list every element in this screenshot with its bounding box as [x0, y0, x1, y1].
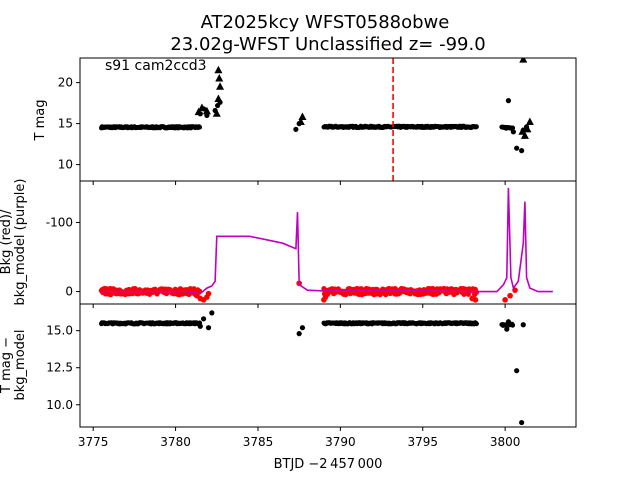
upper-limit-point — [214, 65, 223, 74]
bkg-point — [392, 286, 398, 292]
upper-limit-point — [194, 107, 203, 116]
upper-limit-point — [523, 124, 532, 133]
data-point — [197, 323, 203, 329]
bottom-ylabel-line2: bkg_model — [13, 329, 28, 400]
data-point — [293, 126, 299, 132]
x-tick-label: 3800 — [490, 435, 521, 449]
bkg-point — [205, 290, 212, 297]
panel-frame — [79, 57, 577, 182]
data-point — [510, 129, 516, 135]
plot-area-1 — [98, 187, 553, 303]
data-point — [296, 331, 302, 337]
y-tick-label: 15.0 — [46, 324, 73, 338]
data-point — [519, 148, 525, 154]
upper-limit-point — [520, 131, 529, 139]
data-point — [510, 322, 516, 328]
x-tick-label: 3795 — [407, 435, 438, 449]
sector-annotation: s91 cam2ccd3 — [105, 58, 207, 74]
data-point — [514, 145, 520, 151]
data-point — [514, 368, 520, 374]
x-axis-label: BTJD −2 457 000 — [274, 457, 383, 472]
upper-limit-point — [214, 94, 223, 102]
y-tick-label: 10 — [58, 158, 73, 172]
bkg-point — [322, 294, 329, 300]
upper-limit-point — [296, 117, 305, 125]
data-point — [299, 325, 306, 331]
data-point — [504, 326, 510, 332]
y-tick-label: 12.5 — [46, 361, 73, 375]
y-tick-label: 10.0 — [46, 398, 73, 412]
upper-limit-point — [197, 103, 206, 112]
data-point — [474, 124, 479, 130]
data-point — [197, 124, 203, 130]
y-tick-label: 20 — [58, 76, 73, 90]
data-point — [200, 316, 207, 322]
data-point — [520, 322, 526, 328]
data-point — [209, 310, 215, 316]
chart-title-line1: AT2025kcy WFST0588obwe — [201, 12, 450, 33]
data-point — [505, 319, 512, 325]
top-ylabel: T mag — [33, 100, 48, 142]
plot-area-2 — [99, 310, 526, 426]
plot-area-0 — [99, 58, 534, 181]
data-point — [510, 125, 516, 131]
panel-frame — [79, 303, 577, 428]
panel-top: 10 15 20 — [58, 57, 577, 185]
data-point — [474, 321, 479, 327]
data-point — [519, 419, 525, 426]
bkg-point — [507, 292, 513, 299]
upper-limit-point — [525, 117, 534, 125]
upper-limit-point — [212, 109, 221, 117]
x-tick-label: 3780 — [160, 435, 191, 449]
x-tick-label: 3785 — [243, 435, 274, 449]
x-tick-label: 3775 — [78, 435, 109, 449]
bkg-point — [473, 289, 480, 295]
upper-limit-point — [519, 58, 528, 63]
panel-middle: 0 -100 — [46, 180, 577, 308]
y-tick-label: -100 — [46, 215, 73, 229]
data-point — [205, 325, 212, 331]
upper-limit-point — [202, 106, 211, 115]
upper-limit-point — [298, 112, 307, 121]
x-tick-label: 3790 — [325, 435, 356, 449]
data-point — [505, 98, 512, 104]
chart-title-line2: 23.02g-WFST Unclassified z= -99.0 — [170, 34, 485, 55]
upper-limit-point — [216, 82, 225, 90]
middle-ylabel-line2: bkg_model (purple) — [13, 179, 28, 306]
y-tick-label: 0 — [65, 285, 73, 299]
y-tick-label: 15 — [58, 117, 73, 131]
upper-limit-point — [215, 74, 224, 82]
bkg-point — [502, 297, 508, 303]
bkg-point — [472, 297, 479, 303]
bottom-ylabel-line1: T mag − — [0, 337, 14, 394]
bkg-model-line — [101, 187, 553, 295]
middle-ylabel-line1: Bkg (red)/ — [0, 209, 14, 274]
panel-bottom: 10.0 12.5 15.0 3775 3780 3785 3790 3795 3800 — [46, 303, 577, 449]
